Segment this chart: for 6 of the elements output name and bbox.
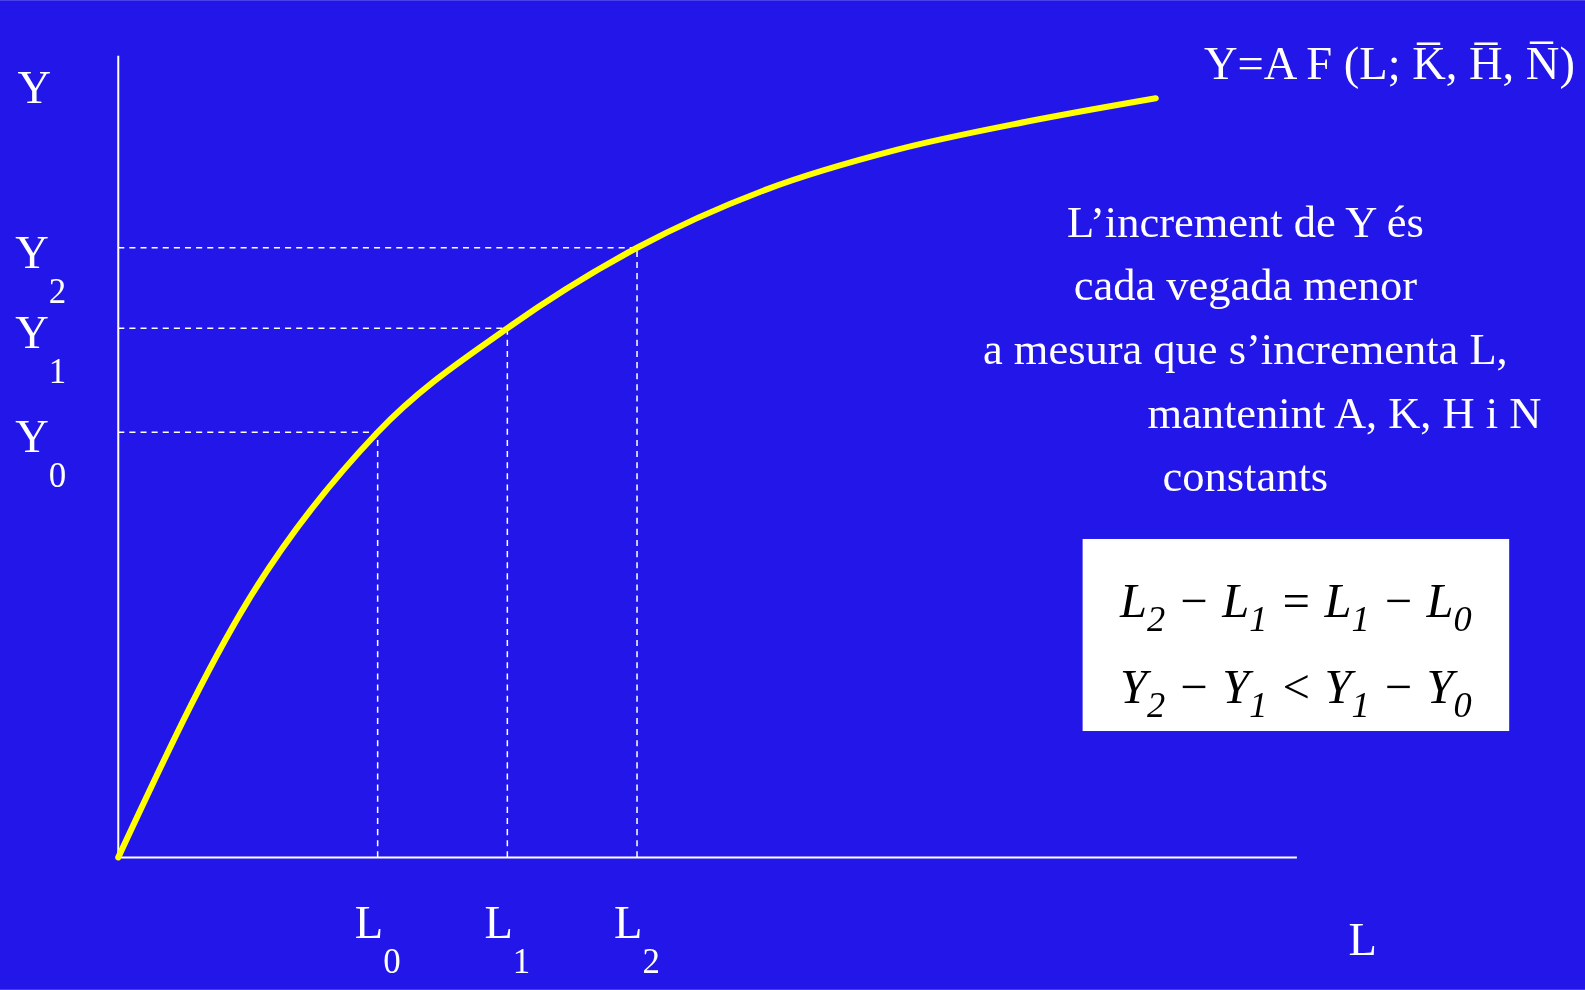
annotation: Y$_{2}$ − Y$_{1}$ < Y$_{1}$ − Y$_{0}$ [1120,659,1472,726]
text: Y=A F (L; K̅, H̅, N̅) [1203,38,1575,90]
annotation: L$_{2}$ − L$_{1}$ = L$_{1}$ − L$_{0}$ [1119,573,1472,640]
x-axis-title: L [1348,914,1377,966]
annotation: L’increment de Y és cada vegada menor a mesura que s’incrementa L, mantenint A, K, H i N constants [982,196,1542,502]
y-axis-title: Y [17,62,52,114]
